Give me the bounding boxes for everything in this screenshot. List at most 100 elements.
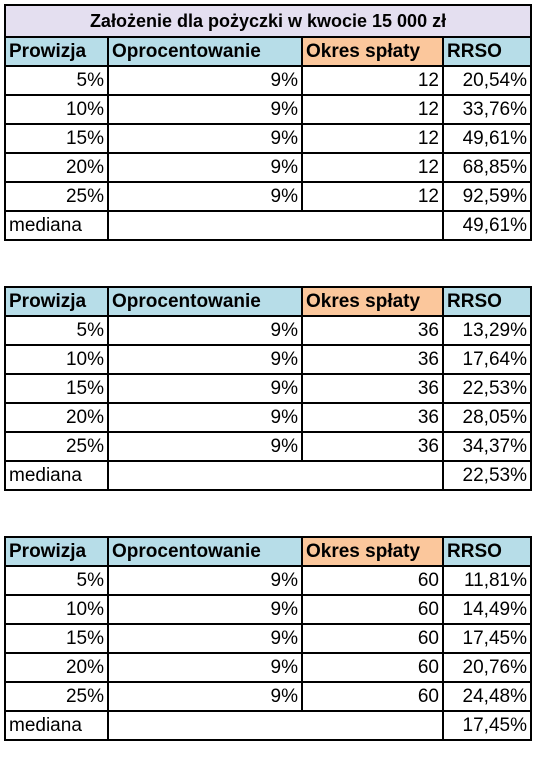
cell-rrso: 68,85% — [441, 152, 533, 183]
cell-okres: 12 — [301, 94, 444, 125]
cell-rrso: 13,29% — [442, 315, 532, 346]
header-rrso: RRSO — [441, 36, 533, 67]
cell-okres: 12 — [301, 123, 444, 154]
cell-prowizja: 15% — [4, 623, 109, 654]
cell-rrso: 49,61% — [441, 123, 533, 154]
cell-rrso: 22,53% — [442, 373, 532, 404]
cell-rrso: 17,45% — [442, 623, 532, 654]
median-value: 22,53% — [442, 460, 532, 491]
title-row: Założenie dla pożyczki w kwocie 15 000 z… — [3, 4, 533, 38]
cell-prowizja: 25% — [4, 681, 109, 712]
cell-prowizja: 5% — [4, 565, 109, 596]
header-oprocentowanie: Oprocentowanie — [107, 36, 303, 67]
header-prowizja: Prowizja — [4, 286, 109, 317]
loan-table-36-months: Prowizja Oprocentowanie Okres spłaty RRS… — [4, 286, 532, 491]
cell-oprocentowanie: 9% — [107, 123, 303, 154]
cell-okres: 36 — [301, 315, 444, 346]
cell-rrso: 33,76% — [441, 94, 533, 125]
header-prowizja: Prowizja — [4, 36, 109, 67]
median-label: mediana — [4, 710, 109, 741]
cell-okres: 36 — [301, 344, 444, 375]
median-row: mediana 22,53% — [4, 460, 532, 491]
cell-rrso: 24,48% — [442, 681, 532, 712]
cell-okres: 12 — [301, 152, 444, 183]
cell-prowizja: 5% — [4, 315, 109, 346]
cell-rrso: 34,37% — [442, 431, 532, 462]
table-row: 5% 9% 60 11,81% — [4, 565, 532, 596]
table-row: 10% 9% 12 33,76% — [4, 94, 533, 125]
cell-rrso: 17,64% — [442, 344, 532, 375]
cell-oprocentowanie: 9% — [107, 402, 303, 433]
cell-oprocentowanie: 9% — [107, 315, 303, 346]
median-value: 49,61% — [441, 210, 533, 241]
median-empty-cell — [107, 210, 444, 241]
cell-oprocentowanie: 9% — [107, 681, 303, 712]
cell-prowizja: 10% — [4, 594, 109, 625]
table-row: 20% 9% 36 28,05% — [4, 402, 532, 433]
cell-rrso: 20,76% — [442, 652, 532, 683]
median-label: mediana — [4, 460, 109, 491]
cell-okres: 36 — [301, 402, 444, 433]
header-prowizja: Prowizja — [4, 536, 109, 567]
header-rrso: RRSO — [442, 536, 532, 567]
cell-oprocentowanie: 9% — [107, 431, 303, 462]
cell-prowizja: 25% — [4, 431, 109, 462]
header-oprocentowanie: Oprocentowanie — [107, 536, 303, 567]
table-row: 25% 9% 60 24,48% — [4, 681, 532, 712]
cell-okres: 60 — [301, 652, 444, 683]
header-row: Prowizja Oprocentowanie Okres spłaty RRS… — [4, 36, 533, 67]
median-row: mediana 49,61% — [4, 210, 533, 241]
cell-prowizja: 10% — [4, 344, 109, 375]
cell-okres: 60 — [301, 681, 444, 712]
cell-oprocentowanie: 9% — [107, 565, 303, 596]
cell-prowizja: 20% — [4, 152, 109, 183]
cell-oprocentowanie: 9% — [107, 623, 303, 654]
header-rrso: RRSO — [442, 286, 532, 317]
cell-okres: 12 — [301, 65, 444, 96]
median-label: mediana — [4, 210, 109, 241]
table-row: 10% 9% 60 14,49% — [4, 594, 532, 625]
cell-oprocentowanie: 9% — [107, 344, 303, 375]
cell-prowizja: 25% — [4, 181, 109, 212]
cell-oprocentowanie: 9% — [107, 181, 303, 212]
table-row: 15% 9% 12 49,61% — [4, 123, 533, 154]
header-okres-splaty: Okres spłaty — [301, 286, 444, 317]
cell-oprocentowanie: 9% — [107, 94, 303, 125]
cell-oprocentowanie: 9% — [107, 652, 303, 683]
cell-okres: 36 — [301, 373, 444, 404]
cell-oprocentowanie: 9% — [107, 152, 303, 183]
header-row: Prowizja Oprocentowanie Okres spłaty RRS… — [4, 286, 532, 317]
cell-okres: 60 — [301, 594, 444, 625]
cell-rrso: 14,49% — [442, 594, 532, 625]
median-empty-cell — [107, 460, 444, 491]
header-okres-splaty: Okres spłaty — [301, 536, 444, 567]
table-row: 15% 9% 60 17,45% — [4, 623, 532, 654]
table-row: 25% 9% 12 92,59% — [4, 181, 533, 212]
cell-rrso: 11,81% — [442, 565, 532, 596]
cell-rrso: 20,54% — [441, 65, 533, 96]
header-row: Prowizja Oprocentowanie Okres spłaty RRS… — [4, 536, 532, 567]
cell-okres: 60 — [301, 565, 444, 596]
table-row: 20% 9% 60 20,76% — [4, 652, 532, 683]
cell-oprocentowanie: 9% — [107, 373, 303, 404]
cell-prowizja: 20% — [4, 652, 109, 683]
header-oprocentowanie: Oprocentowanie — [107, 286, 303, 317]
cell-oprocentowanie: 9% — [107, 594, 303, 625]
cell-prowizja: 10% — [4, 94, 109, 125]
median-empty-cell — [107, 710, 444, 741]
table-row: 10% 9% 36 17,64% — [4, 344, 532, 375]
cell-okres: 60 — [301, 623, 444, 654]
header-okres-splaty: Okres spłaty — [301, 36, 444, 67]
cell-okres: 12 — [301, 181, 444, 212]
loan-table-60-months: Prowizja Oprocentowanie Okres spłaty RRS… — [4, 536, 532, 741]
cell-prowizja: 5% — [4, 65, 109, 96]
cell-prowizja: 20% — [4, 402, 109, 433]
table-row: 5% 9% 12 20,54% — [4, 65, 533, 96]
cell-prowizja: 15% — [4, 123, 109, 154]
table-title: Założenie dla pożyczki w kwocie 15 000 z… — [3, 4, 533, 38]
table-row: 20% 9% 12 68,85% — [4, 152, 533, 183]
table-row: 25% 9% 36 34,37% — [4, 431, 532, 462]
loan-table-12-months: Założenie dla pożyczki w kwocie 15 000 z… — [3, 4, 533, 241]
cell-okres: 36 — [301, 431, 444, 462]
cell-rrso: 28,05% — [442, 402, 532, 433]
